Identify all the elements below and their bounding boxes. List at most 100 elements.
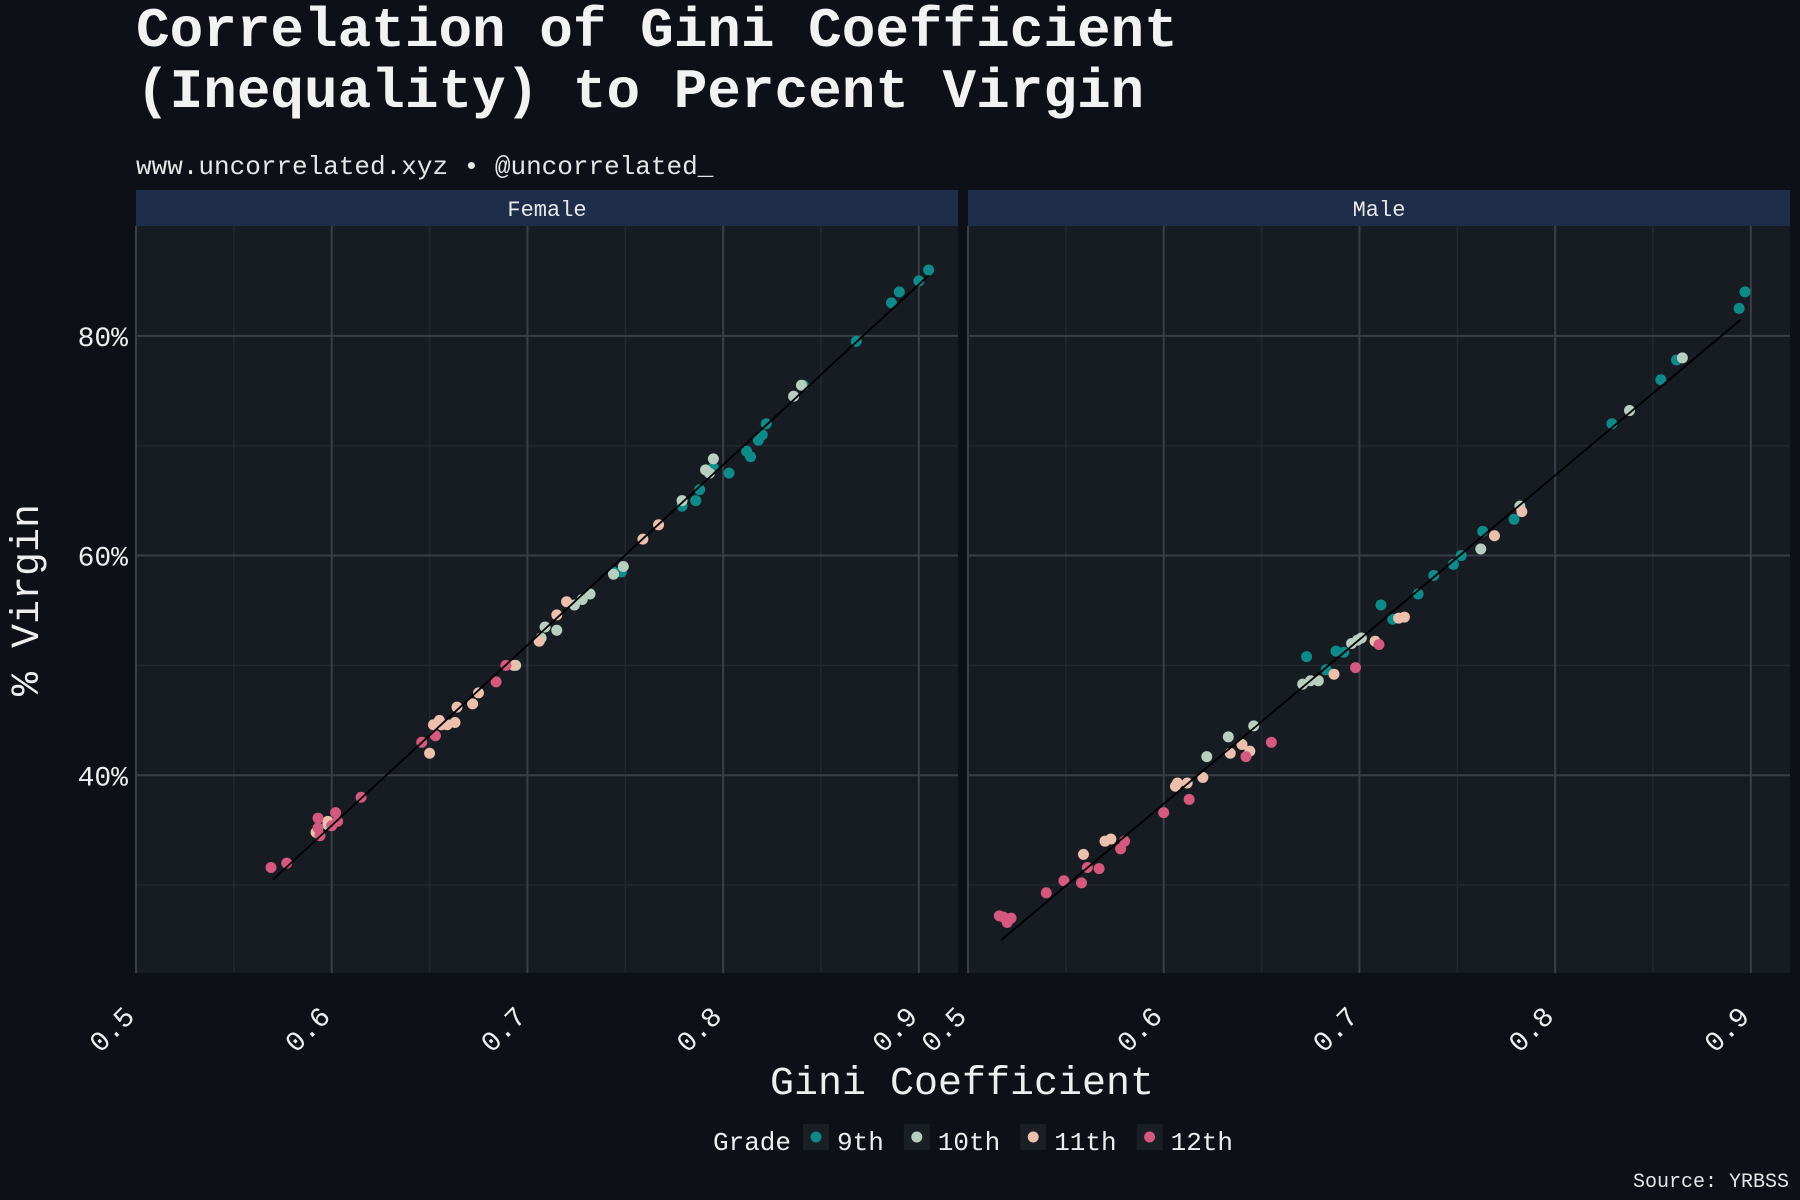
panel-background [136, 226, 958, 973]
data-point-10th [1297, 678, 1309, 690]
chart-subtitle: www.uncorrelated.xyz • @uncorrelated_ [136, 152, 714, 182]
data-point-10th [795, 379, 807, 391]
data-point-9th [741, 445, 753, 457]
legend-item: 10th [903, 1124, 1000, 1158]
data-point-12th [1040, 887, 1052, 899]
data-point-11th [561, 596, 573, 608]
data-point-10th [707, 453, 719, 465]
legend-key-dot [810, 1131, 822, 1143]
data-point-9th [1733, 302, 1745, 314]
facet-strip [968, 190, 1790, 226]
data-point-9th [885, 297, 897, 309]
legend-key-dot [911, 1131, 923, 1143]
data-point-10th [1201, 751, 1213, 763]
data-point-9th [723, 467, 735, 479]
x-axis-title: Gini Coefficient [770, 1062, 1154, 1107]
data-point-9th [1655, 374, 1667, 386]
chart-title-line1: Correlation of Gini Coefficient [136, 0, 1178, 63]
legend-label: 9th [837, 1128, 884, 1158]
chart-title-line2: (Inequality) to Percent Virgin [136, 60, 1144, 124]
data-point-11th [427, 719, 439, 731]
data-point-12th [1265, 736, 1277, 748]
data-point-11th [1169, 780, 1181, 792]
data-point-9th [1508, 513, 1520, 525]
data-point-11th [1224, 747, 1236, 759]
data-point-10th [1222, 731, 1234, 743]
data-point-9th [1375, 599, 1387, 611]
legend-key-dot [1144, 1131, 1156, 1143]
caption: Source: YRBSS [1633, 1171, 1789, 1194]
data-point-11th [508, 659, 520, 671]
data-point-9th [1428, 569, 1440, 581]
data-point-12th [1373, 639, 1385, 651]
data-point-11th [1516, 506, 1528, 518]
data-point-10th [676, 495, 688, 507]
legend-label: 11th [1054, 1128, 1116, 1158]
data-point-12th [993, 910, 1005, 922]
data-point-10th [584, 588, 596, 600]
data-point-9th [1447, 558, 1459, 570]
y-tick-label: 40% [78, 763, 129, 794]
data-point-9th [1739, 286, 1751, 298]
data-point-11th [1099, 835, 1111, 847]
data-point-12th [1183, 793, 1195, 805]
facet-strip-label: Male [1353, 198, 1406, 223]
data-point-10th [1248, 720, 1260, 732]
data-point-12th [330, 807, 342, 819]
data-point-11th [1197, 771, 1209, 783]
data-point-9th [690, 495, 702, 507]
data-point-9th [1301, 651, 1313, 663]
data-point-10th [539, 621, 551, 633]
data-point-9th [1412, 588, 1424, 600]
legend-key-dot [1027, 1131, 1039, 1143]
data-point-10th [1346, 637, 1358, 649]
y-tick-label: 60% [78, 544, 129, 575]
data-point-12th [1158, 807, 1170, 819]
data-point-12th [1115, 843, 1127, 855]
data-point-12th [281, 857, 293, 869]
data-point-12th [1093, 863, 1105, 875]
data-point-10th [700, 464, 712, 476]
legend-item: 12th [1136, 1124, 1233, 1158]
panel-background [968, 226, 1790, 973]
y-axis-title: % Virgin [6, 504, 51, 696]
data-point-11th [1236, 739, 1248, 751]
data-point-11th [551, 609, 563, 621]
data-point-11th [1488, 530, 1500, 542]
trend-line [1000, 318, 1742, 941]
data-point-12th [1240, 751, 1252, 763]
facet-strip [136, 190, 958, 226]
trend-line [272, 274, 930, 881]
legend-item: 9th [803, 1124, 884, 1158]
legend-title: Grade [713, 1128, 791, 1158]
data-point-11th [467, 698, 479, 710]
data-point-11th [1393, 612, 1405, 624]
data-point-10th [1312, 675, 1324, 687]
data-point-10th [551, 624, 563, 636]
data-point-10th [1624, 405, 1636, 417]
data-point-9th [923, 264, 935, 276]
data-point-12th [1001, 916, 1013, 928]
facet-strip-label: Female [507, 198, 586, 223]
data-point-11th [451, 701, 463, 713]
data-point-11th [1328, 668, 1340, 680]
y-tick-label: 80% [78, 324, 129, 355]
data-point-10th [608, 568, 620, 580]
data-point-11th [424, 747, 436, 759]
data-point-12th [490, 676, 502, 688]
data-point-12th [312, 812, 324, 824]
data-point-10th [1475, 543, 1487, 555]
legend-label: 12th [1171, 1128, 1233, 1158]
legend-item: 11th [1020, 1124, 1117, 1158]
data-point-10th [1676, 352, 1688, 364]
data-point-9th [893, 286, 905, 298]
data-point-11th [1077, 848, 1089, 860]
legend: Grade 9th 10th 11th 12th [713, 1124, 1233, 1158]
data-point-12th [1350, 662, 1362, 674]
data-point-9th [752, 434, 764, 446]
data-point-11th [473, 687, 484, 699]
